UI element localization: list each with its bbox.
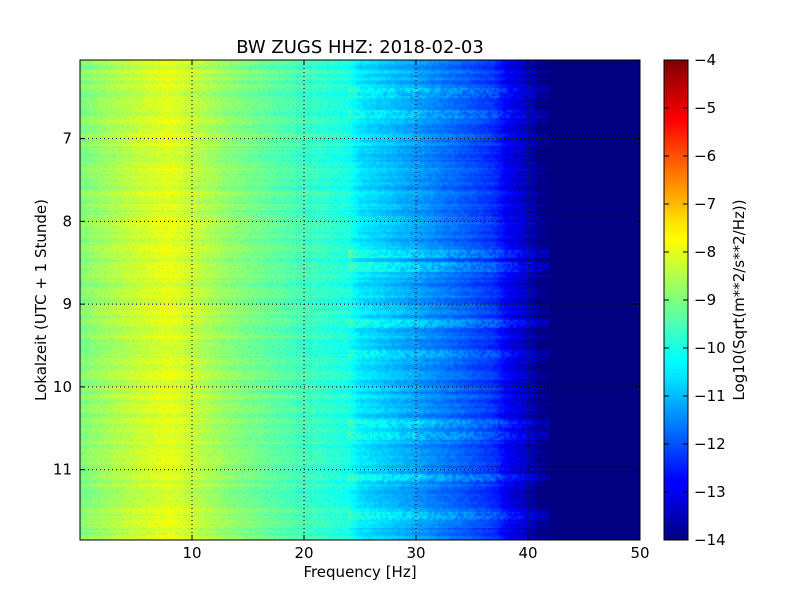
colorbar-tick-label: −14 [694,531,726,549]
colorbar-tick-label: −11 [694,387,726,405]
y-axis: 7 8 9 10 11 [53,130,640,479]
x-axis: 10 20 30 40 50 [182,60,650,562]
y-axis-label: Lokalzeit (UTC + 1 Stunde) [32,199,50,401]
x-tick-label: 10 [182,544,201,562]
colorbar-tick-label: −6 [694,147,716,165]
colorbar-tick-label: −5 [694,99,716,117]
x-tick-label: 30 [406,544,425,562]
chart-title: BW ZUGS HHZ: 2018-02-03 [236,37,484,58]
colorbar-tick-label: −7 [694,195,716,213]
x-axis-label: Frequency [Hz] [303,563,416,581]
colorbar-tick-label: −10 [694,339,726,357]
heatmap-image [80,60,640,540]
colorbar-tick-label: −13 [694,483,726,501]
colorbar-tick-label: −12 [694,435,726,453]
plot-frame [79,59,641,541]
x-tick-label: 20 [294,544,313,562]
colorbar-ticks: −4 −5 −6 −7 −8 −9 −10 −11 −12 −13 −14 [664,51,726,549]
colorbar-tick-label: −4 [694,51,716,69]
y-tick-label: 11 [53,461,72,479]
grid-lines [80,60,640,540]
y-tick-label: 9 [62,295,72,313]
x-tick-label: 50 [630,544,649,562]
colorbar-label: Log10(Sqrt(m**2/s**2/Hz)) [730,199,748,400]
colorbar-tick-label: −8 [694,243,716,261]
x-tick-label: 40 [518,544,537,562]
y-tick-label: 10 [53,378,72,396]
y-tick-label: 8 [62,212,72,230]
colorbar-tick-label: −9 [694,291,716,309]
heatmap-raster [80,60,640,540]
y-tick-label: 7 [62,130,72,148]
